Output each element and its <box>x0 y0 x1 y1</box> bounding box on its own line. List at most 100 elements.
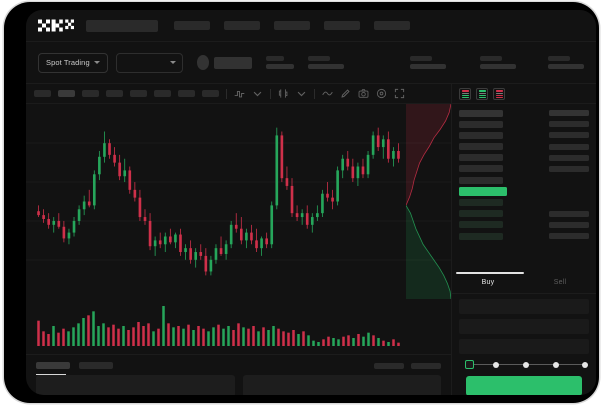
bid-price <box>459 210 503 218</box>
toolbar-divider <box>270 88 271 99</box>
orders-block-right[interactable] <box>242 375 441 395</box>
orderbook-ask-row[interactable] <box>459 131 589 139</box>
chevron-down-icon <box>93 61 100 64</box>
orderbook-bid-row[interactable] <box>459 199 589 207</box>
orders-tabs <box>26 355 451 376</box>
chart-panel[interactable] <box>26 104 451 354</box>
ask-price <box>459 143 503 151</box>
orderbook-bid-row[interactable] <box>459 232 589 240</box>
buy-submit-button[interactable] <box>466 376 582 395</box>
stat-label <box>548 56 571 61</box>
tab-open-orders[interactable] <box>36 362 70 369</box>
percent-node-100[interactable] <box>581 361 588 368</box>
orderbook-header <box>452 84 596 104</box>
percent-node-50[interactable] <box>523 361 530 368</box>
timeframe-6[interactable] <box>154 90 171 97</box>
stat-high-24h <box>308 56 345 69</box>
orderbook-header-amount <box>549 110 589 116</box>
trading-pair-dropdown[interactable] <box>115 52 183 73</box>
stat-value <box>548 64 585 69</box>
orderbook-bid-row[interactable] <box>459 210 589 218</box>
volume-histogram <box>37 306 400 346</box>
tab-order-history[interactable] <box>79 362 113 369</box>
percent-slider-handle[interactable] <box>465 360 474 369</box>
chart-type-icon[interactable] <box>278 88 289 99</box>
timeframe-3[interactable] <box>82 90 99 97</box>
orderbook-ask-row[interactable] <box>459 143 589 151</box>
chevron-down-icon[interactable] <box>252 88 263 99</box>
camera-icon[interactable] <box>358 88 369 99</box>
fullscreen-icon[interactable] <box>394 88 405 99</box>
orders-action-2[interactable] <box>411 362 441 369</box>
orderbook-column-headers <box>459 109 589 117</box>
orderbook-ask-row[interactable] <box>459 120 589 128</box>
toolbar-divider <box>226 88 227 99</box>
mark-price-value <box>459 186 507 196</box>
bid-amount <box>549 221 589 228</box>
ask-price <box>459 131 503 139</box>
nav-item-2[interactable] <box>224 21 260 30</box>
bid-amount <box>549 233 589 240</box>
right-sidebar: Buy Sell <box>451 84 596 395</box>
orderbook-bids-icon[interactable] <box>476 87 488 100</box>
tab-buy[interactable]: Buy <box>481 279 495 286</box>
timeframe-7[interactable] <box>178 90 195 97</box>
orders-content <box>26 369 451 395</box>
settings-icon[interactable] <box>376 88 387 99</box>
order-book[interactable] <box>452 104 596 269</box>
nav-item-1[interactable] <box>174 21 210 30</box>
orders-action-1[interactable] <box>374 362 404 369</box>
candlestick-chart[interactable] <box>26 104 451 299</box>
orderbook-ask-row[interactable] <box>459 154 589 162</box>
chart-toolbar <box>26 84 451 104</box>
timeframe-2[interactable] <box>58 90 75 97</box>
line-tool-icon[interactable] <box>322 88 333 99</box>
ask-price <box>459 120 503 128</box>
stat-label <box>480 56 503 61</box>
ask-amount <box>549 121 589 128</box>
ask-price <box>459 165 503 173</box>
timeframe-8[interactable] <box>202 90 219 97</box>
ask-amount <box>549 177 589 183</box>
order-total-input[interactable] <box>459 339 589 354</box>
nav-item-5[interactable] <box>374 21 410 30</box>
depth-chart-overlay <box>406 104 451 299</box>
nav-item-3[interactable] <box>274 21 310 30</box>
chevron-down-icon <box>169 61 176 64</box>
stat-label <box>410 56 433 61</box>
orders-block-left[interactable] <box>36 375 235 395</box>
bid-price <box>459 221 503 229</box>
percent-node-25[interactable] <box>493 361 500 368</box>
timeframe-5[interactable] <box>130 90 147 97</box>
percent-node-75[interactable] <box>553 361 560 368</box>
stat-value <box>266 64 295 69</box>
stat-turnover-24h <box>548 56 585 69</box>
tab-sell[interactable]: Sell <box>553 279 567 286</box>
top-navigation-bar <box>26 10 596 42</box>
stat-label <box>266 56 285 61</box>
timeframe-4[interactable] <box>106 90 123 97</box>
timeframe-1[interactable] <box>34 90 51 97</box>
spot-trading-selector[interactable]: Spot Trading <box>38 52 108 73</box>
nav-item-4[interactable] <box>324 21 360 30</box>
orderbook-bid-row[interactable] <box>459 221 589 229</box>
buy-tab-indicator <box>456 272 524 274</box>
stat-value <box>410 64 447 69</box>
stat-label <box>308 56 331 61</box>
okx-logo[interactable] <box>38 19 74 32</box>
ask-price <box>459 154 503 162</box>
order-price-input[interactable] <box>459 299 589 314</box>
chevron-down-icon[interactable] <box>296 88 307 99</box>
indicators-icon[interactable] <box>234 88 245 99</box>
percent-slider[interactable] <box>462 359 588 371</box>
orderbook-ask-row[interactable] <box>459 176 589 184</box>
bid-price <box>459 199 503 206</box>
stat-change-24h <box>266 56 295 69</box>
global-search-input[interactable] <box>86 19 158 32</box>
orderbook-ask-row[interactable] <box>459 165 589 173</box>
orderbook-mark-price-row <box>459 186 589 196</box>
orderbook-both-icon[interactable] <box>459 87 471 100</box>
orderbook-asks-icon[interactable] <box>493 87 505 100</box>
pencil-icon[interactable] <box>340 88 351 99</box>
order-amount-input[interactable] <box>459 319 589 334</box>
